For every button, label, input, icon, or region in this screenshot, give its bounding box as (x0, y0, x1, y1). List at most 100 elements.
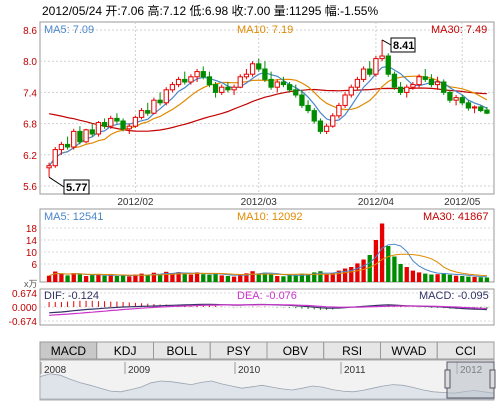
header-high-label: 高: (147, 3, 162, 18)
candle-body (243, 73, 250, 78)
timeline-year-label: 2009 (128, 365, 151, 376)
candle-body (249, 63, 256, 75)
candle-body (410, 84, 416, 88)
volume-bar (416, 272, 422, 282)
volume-bar (188, 274, 194, 282)
candle-body (231, 86, 237, 91)
candle-body (447, 91, 453, 101)
volume-bar (151, 272, 157, 282)
macd-y-ticks: 0.674 0.000 -0.674 (9, 289, 38, 328)
volume-ma10-label: MA10: 12092 (237, 211, 302, 223)
macd-y-tick-label: 0.000 (12, 303, 37, 314)
candle-body (373, 58, 379, 75)
volume-bar (392, 256, 397, 282)
volume-bar (373, 240, 379, 282)
ma30-line (48, 87, 487, 132)
candle-body (317, 120, 324, 132)
volume-bar (349, 267, 354, 282)
candle-body (299, 94, 305, 106)
price-ma30-label: MA30: 7.49 (431, 24, 487, 36)
volume-bar (108, 274, 113, 282)
volume-bar (201, 274, 206, 282)
macd-y-tick-label: 0.674 (12, 289, 37, 300)
volume-bar (207, 274, 212, 282)
candle-body (336, 104, 342, 117)
timeline-left-handle[interactable] (444, 369, 451, 389)
tab-label-obv: OBV (283, 344, 308, 358)
volume-bar (404, 267, 409, 282)
timeline-right-handle[interactable] (489, 369, 496, 389)
candle-body (404, 86, 410, 93)
candle-body (126, 125, 132, 130)
volume-bar (484, 277, 490, 282)
volume-bar (145, 275, 150, 282)
min-marker-box (63, 179, 90, 195)
volume-bar (435, 274, 440, 282)
candle-body (175, 78, 182, 86)
ma10-line (48, 75, 488, 167)
price-y-ticks: 8.6 8.0 7.4 6.8 6.2 5.6 (23, 26, 37, 193)
volume-bar (127, 276, 132, 282)
volume-bar (244, 273, 249, 282)
candle-body (354, 78, 361, 88)
min-marker-leader (48, 176, 65, 188)
volume-bar (90, 275, 95, 282)
volume-bar (299, 273, 305, 282)
volume-bar (102, 275, 107, 282)
candle-body (89, 129, 95, 135)
candle-body (52, 149, 58, 167)
volume-bar (281, 276, 286, 282)
timeline-year-label: 2011 (344, 365, 366, 376)
volume-bar (275, 276, 280, 282)
volume-bar (133, 274, 138, 282)
candle-body (206, 76, 213, 86)
volume-bar (46, 275, 52, 282)
timeline-selection-window[interactable] (446, 361, 495, 399)
candle-body (465, 102, 472, 109)
volume-bar (429, 274, 434, 282)
tab-label-cci: CCI (455, 344, 476, 358)
volume-bar (342, 268, 348, 282)
candle-body (169, 84, 176, 91)
volume-bar (170, 273, 175, 282)
timeline-area (39, 373, 495, 400)
candle-body (428, 78, 435, 86)
price-ma10-label: MA10: 7.19 (237, 24, 293, 36)
tab-label-psy: PSY (227, 344, 251, 358)
volume-bar (478, 277, 483, 282)
dea-line (49, 304, 487, 316)
volume-bar (330, 273, 335, 282)
header-close: 7.00 (247, 4, 271, 18)
volume-bar (120, 275, 126, 282)
volume-bar (96, 274, 101, 282)
price-x-tick-label: 2012/05 (444, 197, 481, 208)
price-y-tick-label: 5.6 (23, 182, 37, 193)
volume-bar (256, 273, 261, 282)
dea-label: DEA: -0.076 (237, 290, 297, 302)
price-y-tick-label: 6.2 (23, 151, 37, 162)
volume-bar (336, 270, 342, 282)
candle-body (132, 116, 139, 127)
candle-body (95, 122, 102, 135)
tab-label-rsi: RSI (342, 344, 362, 358)
volume-bar (231, 276, 237, 282)
candle-body (422, 76, 428, 80)
header-change-label: 幅: (325, 3, 340, 18)
tab-cci[interactable] (436, 341, 495, 360)
volume-bar (466, 276, 471, 282)
candle-body (114, 117, 120, 122)
volume-bar (182, 273, 187, 282)
volume-bar (423, 273, 428, 282)
header-date: 2012/05/24 (42, 4, 102, 18)
volume-bar (379, 223, 385, 282)
candle-body (157, 99, 163, 104)
candle-body (101, 122, 108, 127)
volume-bar (287, 275, 292, 282)
price-ma5-label: MA5: 7.09 (44, 24, 94, 36)
volume-bar (441, 273, 446, 282)
volume-bar (386, 246, 391, 282)
timeline-year-label: 2008 (44, 365, 67, 376)
